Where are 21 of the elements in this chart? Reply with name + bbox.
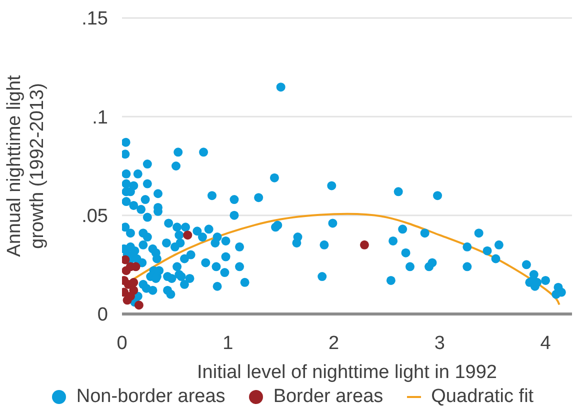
point [122, 255, 130, 264]
y-tick-label: 0 [97, 304, 108, 326]
legend-label: Border areas [273, 386, 384, 408]
point [129, 278, 138, 287]
legend-label: Non-border areas [76, 386, 226, 408]
x-tick-label: 4 [540, 333, 552, 354]
legend-label: Quadratic fit [431, 386, 534, 408]
y-tick-label: .1 [92, 107, 108, 128]
y-tick-label: .05 [82, 206, 108, 228]
x-tick-label: 2 [328, 333, 340, 354]
x-tick-label: 0 [116, 333, 128, 354]
point [134, 300, 144, 310]
y-tick-label: .15 [82, 8, 108, 30]
point [360, 240, 369, 250]
x-axis-title: Initial level of nighttime light in 1992 [197, 362, 497, 383]
x-tick-label: 1 [222, 333, 234, 354]
point [122, 296, 132, 305]
y-axis-title: Annual nighttime light growth (1992-2013) [4, 74, 48, 257]
point [129, 286, 138, 295]
x-tick-label: 3 [434, 333, 445, 354]
point [183, 230, 192, 240]
